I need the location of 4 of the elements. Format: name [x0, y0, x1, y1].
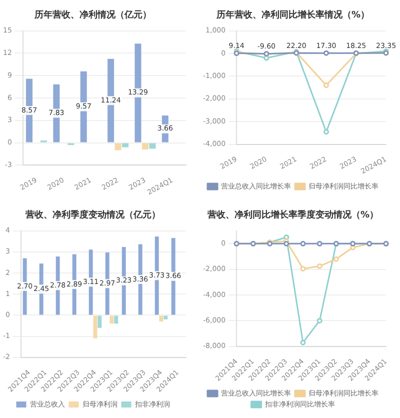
chart-title: 营收、净利季度变动情况（亿元）: [24, 210, 160, 221]
chart-title: 历年营收、净利同比增长率情况（%）: [215, 10, 370, 21]
chart-title: 历年营收、净利情况（亿元）: [34, 10, 152, 21]
chart-title: 营收、净利同比增长率季度变动情况（%）: [206, 210, 379, 221]
